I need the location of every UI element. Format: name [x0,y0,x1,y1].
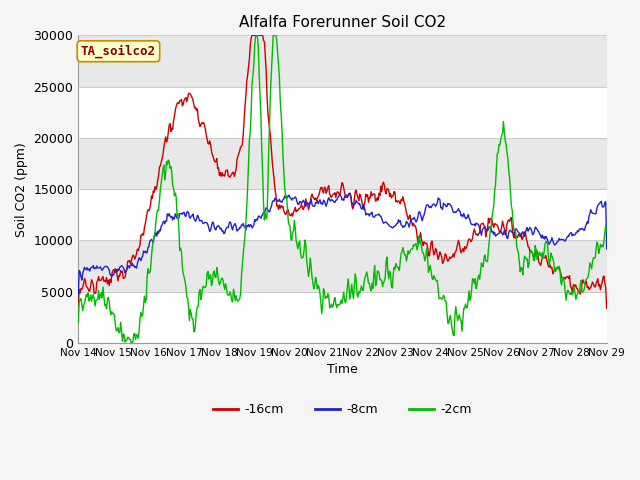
Y-axis label: Soil CO2 (ppm): Soil CO2 (ppm) [15,142,28,237]
Bar [78,292,607,343]
X-axis label: Time: Time [327,363,358,376]
Bar [78,36,607,86]
Text: TA_soilco2: TA_soilco2 [81,45,156,58]
Title: Alfalfa Forerunner Soil CO2: Alfalfa Forerunner Soil CO2 [239,15,446,30]
Legend: -16cm, -8cm, -2cm: -16cm, -8cm, -2cm [208,398,477,421]
Bar [78,86,607,138]
Bar [78,138,607,189]
Bar [78,189,607,240]
Bar [78,240,607,292]
